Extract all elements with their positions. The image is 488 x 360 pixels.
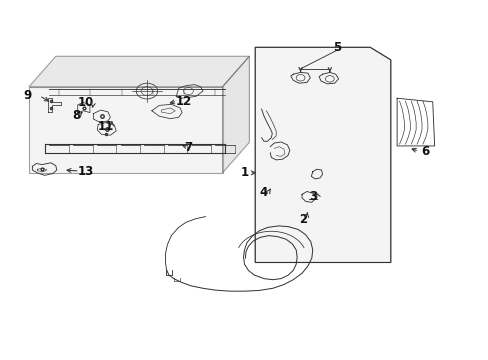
Text: 12: 12 bbox=[175, 95, 191, 108]
Text: 8: 8 bbox=[72, 109, 80, 122]
Text: 13: 13 bbox=[78, 165, 94, 177]
Text: 3: 3 bbox=[308, 190, 316, 203]
Text: 2: 2 bbox=[298, 213, 306, 226]
Polygon shape bbox=[29, 56, 249, 87]
Text: 5: 5 bbox=[332, 41, 341, 54]
Polygon shape bbox=[255, 47, 390, 262]
Text: 6: 6 bbox=[420, 145, 428, 158]
Text: 1: 1 bbox=[240, 166, 248, 179]
Text: 9: 9 bbox=[23, 89, 32, 102]
Text: 10: 10 bbox=[78, 96, 94, 109]
Text: 7: 7 bbox=[184, 141, 192, 154]
Text: 11: 11 bbox=[97, 120, 113, 133]
Text: 4: 4 bbox=[259, 186, 267, 199]
Polygon shape bbox=[29, 87, 222, 173]
Polygon shape bbox=[222, 56, 249, 173]
